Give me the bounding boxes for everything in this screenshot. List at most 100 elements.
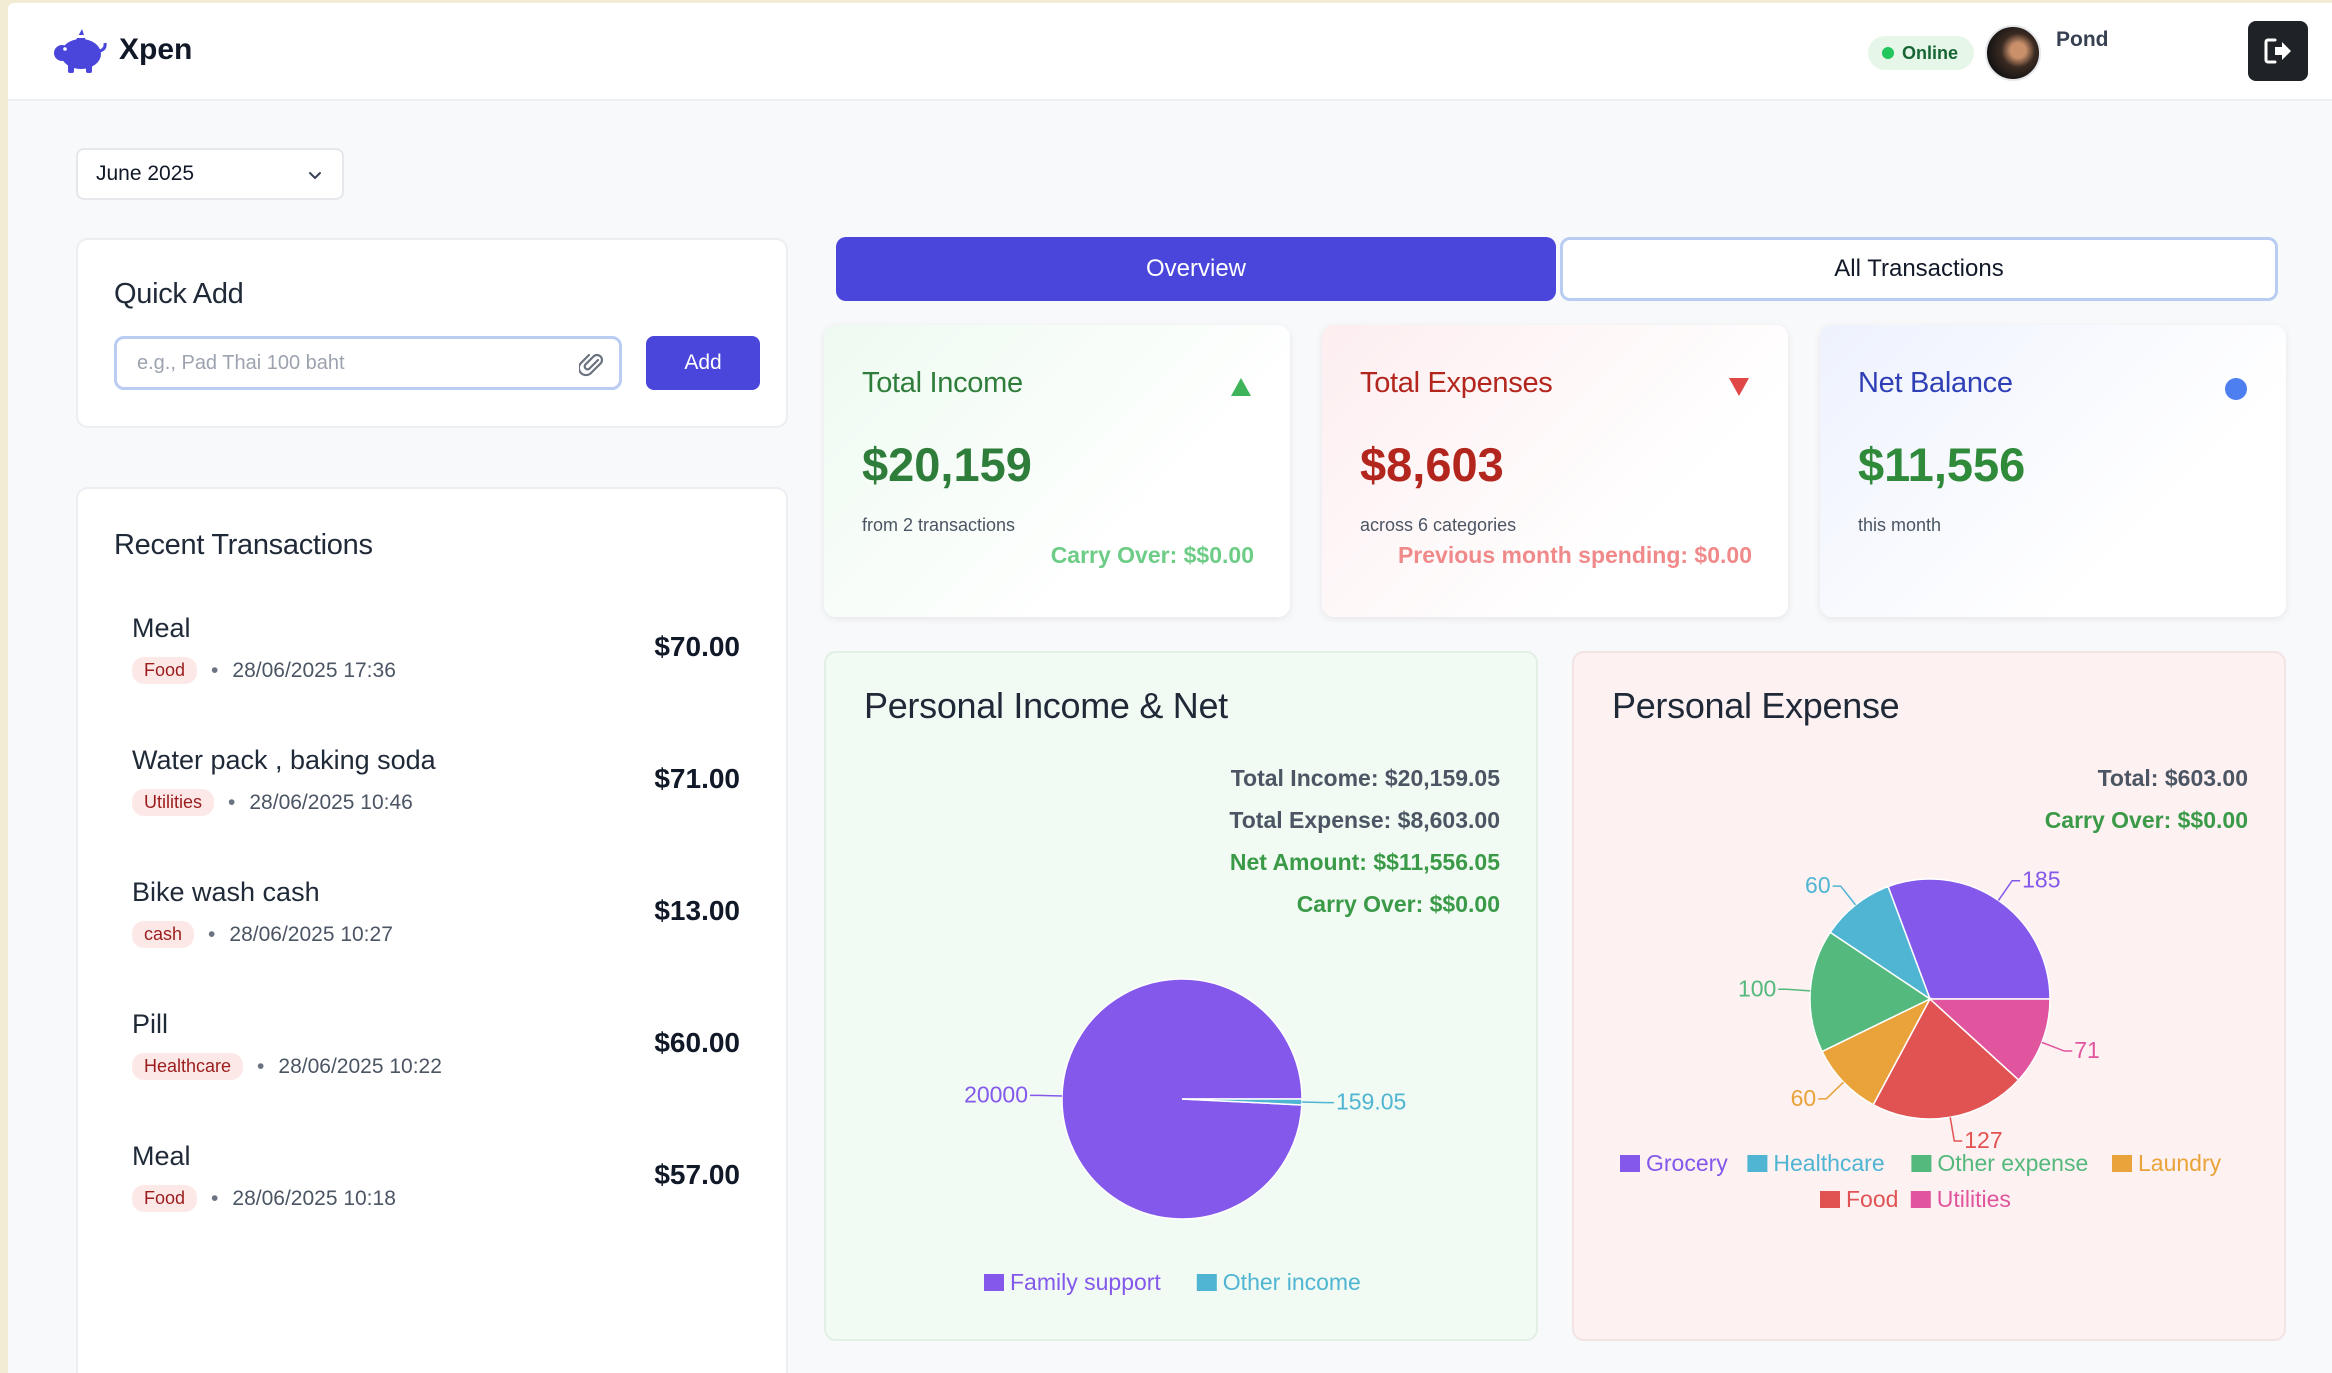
- transaction-amount: $70.00: [654, 631, 740, 662]
- transaction-amount: $60.00: [654, 1027, 740, 1058]
- legend-swatch-family-support: [984, 1274, 1004, 1291]
- add-button[interactable]: Add: [646, 336, 760, 390]
- leader-line-family-support: [1030, 1094, 1063, 1097]
- separator-dot: •: [257, 1054, 265, 1078]
- app-window: Xpen Online Pond June 2025 Quick Add e.g…: [8, 3, 2332, 1373]
- legend-label-laundry[interactable]: Laundry: [2138, 1150, 2222, 1176]
- data-label-other-income: 159.05: [1336, 1089, 1406, 1115]
- category-tag: Food: [132, 657, 198, 684]
- avatar[interactable]: [1985, 25, 2041, 81]
- logout-button[interactable]: [2248, 21, 2308, 81]
- income-total-expense: Total Expense: $8,603.00: [1229, 807, 1500, 833]
- legend-label-healthcare[interactable]: Healthcare: [1773, 1150, 1884, 1176]
- recent-transactions-title: Recent Transactions: [114, 529, 373, 561]
- category-tag: Utilities: [132, 789, 215, 816]
- status-label: Online: [1902, 42, 1959, 63]
- separator-dot: •: [208, 922, 216, 946]
- brand-name: Xpen: [119, 33, 193, 66]
- list-item[interactable]: Pill Healthcare • 28/06/2025 10:22 $60.0…: [132, 1009, 740, 1099]
- transaction-meta: cash • 28/06/2025 10:27: [132, 921, 393, 948]
- category-tag: cash: [132, 921, 195, 948]
- income-carry-over: Carry Over: $$0.00: [1050, 542, 1254, 568]
- legend-swatch-grocery: [1620, 1155, 1640, 1172]
- pie-slice-laundry[interactable]: [1821, 997, 1932, 1106]
- pie-slice-healthcare[interactable]: [1829, 885, 1932, 1001]
- legend-label-other-expense[interactable]: Other expense: [1937, 1150, 2088, 1176]
- separator-dot: •: [211, 658, 219, 682]
- month-select[interactable]: June 2025: [76, 148, 344, 200]
- total-expenses-card: Total Expenses $8,603 across 6 categorie…: [1322, 325, 1788, 617]
- income-carry-over: Carry Over: $$0.00: [1296, 891, 1500, 917]
- transaction-amount: $71.00: [654, 763, 740, 794]
- leader-line-food: [1949, 1117, 1963, 1142]
- net-balance-card: Net Balance $11,556 this month: [1820, 325, 2286, 617]
- leader-line-utilities: [2041, 1041, 2073, 1052]
- transaction-datetime: 28/06/2025 10:22: [278, 1054, 442, 1078]
- total-income-title: Total Income: [862, 367, 1023, 399]
- net-balance-subtext: this month: [1858, 515, 1942, 535]
- legend-label-utilities[interactable]: Utilities: [1937, 1186, 2011, 1212]
- legend-label-food[interactable]: Food: [1846, 1186, 1898, 1212]
- legend-label-family-support[interactable]: Family support: [1010, 1269, 1161, 1295]
- legend-swatch-utilities: [1910, 1191, 1931, 1208]
- expense-chart-card: Personal Expense Total: $603.00 Carry Ov…: [1572, 651, 2286, 1341]
- income-net-amount: Net Amount: $$11,556.05: [1229, 849, 1500, 875]
- list-item[interactable]: Water pack , baking soda Utilities • 28/…: [132, 745, 740, 835]
- total-income-value: $20,159: [862, 438, 1032, 491]
- category-tag: Healthcare: [132, 1053, 244, 1080]
- legend-label-grocery[interactable]: Grocery: [1646, 1150, 1728, 1176]
- data-label-utilities: 71: [2074, 1037, 2100, 1063]
- data-label-other-expense: 100: [1738, 975, 1776, 1001]
- transaction-datetime: 28/06/2025 10:27: [229, 922, 393, 946]
- online-dot-icon: [1882, 47, 1894, 59]
- quick-add-input[interactable]: e.g., Pad Thai 100 baht: [114, 336, 622, 390]
- leader-line-other-income: [1301, 1101, 1334, 1104]
- transaction-name: Meal: [132, 1141, 191, 1171]
- legend-label-other-income[interactable]: Other income: [1223, 1269, 1361, 1295]
- data-label-healthcare: 60: [1805, 872, 1831, 898]
- transaction-name: Bike wash cash: [132, 877, 320, 907]
- tab-all-transactions[interactable]: All Transactions: [1560, 237, 2278, 301]
- quick-add-title: Quick Add: [114, 278, 244, 310]
- top-header: Xpen Online Pond: [8, 3, 2332, 101]
- expense-chart-title: Personal Expense: [1612, 685, 1900, 726]
- month-select-value: June 2025: [96, 162, 195, 185]
- list-item[interactable]: Meal Food • 28/06/2025 10:18 $57.00: [132, 1141, 740, 1231]
- total-income-subtext: from 2 transactions: [862, 515, 1016, 535]
- total-expenses-title: Total Expenses: [1360, 367, 1553, 399]
- transaction-meta: Utilities • 28/06/2025 10:46: [132, 789, 413, 816]
- expense-total: Total: $603.00: [2097, 765, 2248, 791]
- transaction-meta: Healthcare • 28/06/2025 10:22: [132, 1053, 442, 1080]
- leader-line-healthcare: [1832, 885, 1857, 906]
- legend-swatch-healthcare: [1747, 1155, 1768, 1172]
- data-label-grocery: 185: [2022, 867, 2060, 893]
- quick-add-card: Quick Add e.g., Pad Thai 100 baht Add: [76, 238, 788, 428]
- transaction-meta: Food • 28/06/2025 10:18: [132, 1185, 396, 1212]
- transaction-datetime: 28/06/2025 17:36: [232, 658, 396, 682]
- legend-swatch-food: [1820, 1191, 1840, 1208]
- previous-month-spending: Previous month spending: $0.00: [1397, 542, 1752, 568]
- list-item[interactable]: Bike wash cash cash • 28/06/2025 10:27 $…: [132, 877, 740, 967]
- leader-line-grocery: [1997, 879, 2021, 901]
- logout-icon: [2264, 38, 2291, 64]
- income-chart-title: Personal Income & Net: [864, 685, 1228, 726]
- pie-slice-grocery[interactable]: [1887, 878, 2051, 1000]
- data-label-food: 127: [1964, 1127, 2002, 1153]
- total-expenses-subtext: across 6 categories: [1360, 515, 1517, 535]
- paperclip-icon[interactable]: [579, 351, 605, 379]
- user-name: Pond: [2056, 28, 2109, 51]
- net-balance-title: Net Balance: [1858, 367, 2013, 399]
- transaction-name: Water pack , baking soda: [132, 745, 436, 775]
- legend-swatch-other-income: [1196, 1274, 1217, 1291]
- income-total-income: Total Income: $20,159.05: [1230, 765, 1500, 791]
- legend-swatch-other-expense: [1911, 1155, 1932, 1172]
- separator-dot: •: [211, 1186, 219, 1210]
- recent-transactions-card: Recent Transactions Meal Food • 28/06/20…: [76, 487, 788, 1373]
- tab-overview[interactable]: Overview: [836, 237, 1556, 301]
- transaction-datetime: 28/06/2025 10:18: [232, 1186, 396, 1210]
- separator-dot: •: [228, 790, 236, 814]
- data-label-family-support: 20000: [964, 1081, 1028, 1107]
- blue-dot-icon: [2225, 378, 2247, 400]
- list-item[interactable]: Meal Food • 28/06/2025 17:36 $70.00: [132, 613, 740, 703]
- transaction-amount: $57.00: [654, 1159, 740, 1190]
